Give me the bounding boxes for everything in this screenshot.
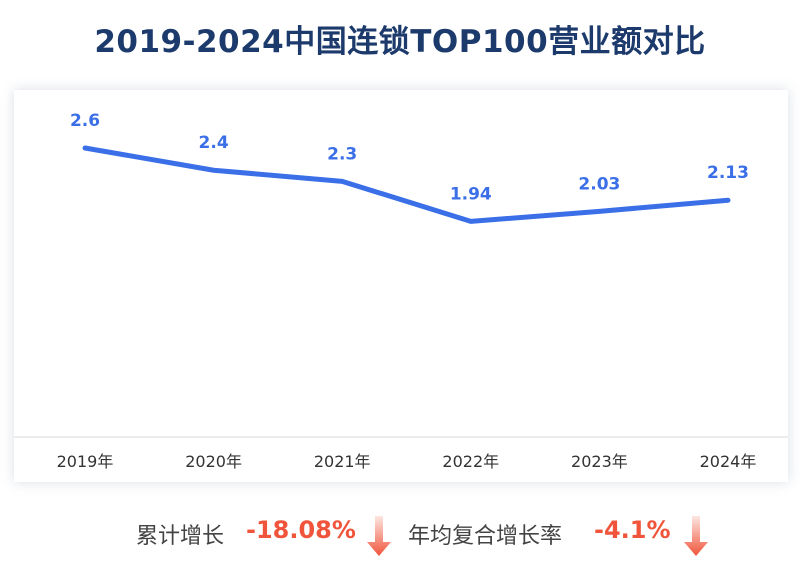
cagr-label: 年均复合增长率 [408, 524, 563, 549]
data-label: 2.13 [707, 163, 749, 183]
data-label: 2.6 [70, 111, 100, 131]
data-label: 2.3 [327, 144, 357, 164]
growth-summary: 累计增长 -18.08% 年均复合增长率 -4.1% [0, 510, 800, 560]
data-label: 2.03 [578, 174, 620, 194]
cumulative-growth-value: -18.08% [246, 516, 356, 544]
chart-panel: 2.6 2.4 2.3 1.94 2.03 2.13 2019年 2020年 2021年 202… [14, 90, 788, 482]
arrow-down-icon [684, 516, 708, 556]
x-tick-label: 2024年 [700, 452, 757, 471]
line-chart: 2.6 2.4 2.3 1.94 2.03 2.13 2019年 2020年 2021年 202… [14, 111, 788, 471]
arrow-down-icon [367, 516, 391, 556]
data-label: 2.4 [199, 133, 229, 153]
data-label: 1.94 [450, 184, 492, 204]
chart-title: 2019-2024中国连锁TOP100营业额对比 [94, 24, 706, 60]
x-tick-label: 2019年 [57, 452, 114, 471]
series-line [82, 145, 731, 224]
cagr-value: -4.1% [594, 516, 671, 544]
x-tick-label: 2021年 [314, 452, 371, 471]
x-tick-label: 2020年 [185, 452, 242, 471]
x-tick-label: 2022年 [442, 452, 499, 471]
x-tick-label: 2023年 [571, 452, 628, 471]
cumulative-growth-label: 累计增长 [136, 524, 225, 549]
